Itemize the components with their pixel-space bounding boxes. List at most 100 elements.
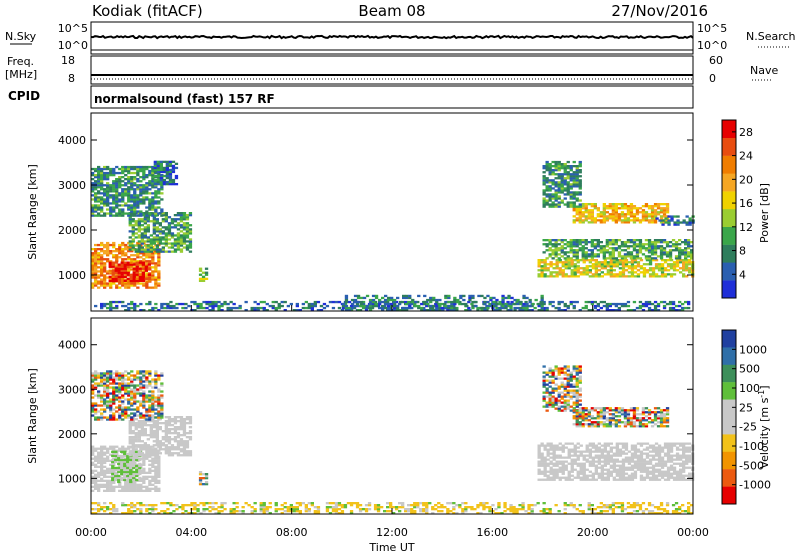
power-cell (97, 178, 101, 181)
power-cell (133, 165, 137, 169)
power-cell (659, 249, 664, 252)
power-cell (179, 248, 184, 251)
power-cell (608, 207, 612, 210)
velocity-cell (106, 392, 110, 395)
power-cell (687, 243, 691, 246)
power-cell (638, 304, 643, 308)
velocity-cell (136, 378, 140, 381)
velocity-cell (97, 510, 101, 513)
power-cell (211, 302, 215, 306)
velocity-cell (132, 478, 136, 482)
velocity-cell (109, 378, 113, 381)
power-cell (563, 177, 567, 180)
power-cell (587, 249, 591, 252)
power-cell (153, 174, 157, 178)
power-cell (621, 273, 626, 276)
power-cell (635, 213, 640, 216)
power-cell (617, 302, 621, 306)
power-cell (117, 273, 121, 276)
velocity-cell (157, 487, 161, 490)
power-cell (127, 188, 131, 191)
velocity-cell (665, 512, 670, 515)
velocity-cell (136, 376, 140, 379)
power-cell (551, 201, 555, 204)
power-cell (678, 255, 682, 258)
power-cell (581, 219, 585, 222)
velocity-cell (136, 408, 140, 411)
velocity-cell (142, 479, 146, 482)
power-cell (657, 275, 662, 278)
power-cell (614, 219, 618, 222)
velocity-cell (97, 465, 101, 468)
power-cell (653, 211, 658, 214)
power-cell (131, 218, 135, 221)
velocity-cell (190, 508, 194, 511)
velocity-cell (100, 465, 104, 468)
velocity-cell (146, 454, 150, 457)
power-cell (168, 160, 173, 163)
velocity-cell (340, 510, 345, 513)
power-cell (636, 269, 641, 272)
power-cell (545, 203, 549, 206)
power-cell (590, 251, 594, 254)
power-cell (136, 171, 140, 175)
velocity-cell (497, 502, 501, 505)
velocity-cell (157, 473, 161, 476)
power-cell (578, 185, 582, 188)
velocity-cell (134, 432, 138, 435)
power-cell (111, 271, 115, 274)
velocity-cell (115, 398, 119, 401)
power-cell (140, 248, 144, 251)
power-cell (100, 202, 104, 205)
velocity-cell (204, 481, 209, 484)
power-cell (590, 257, 594, 260)
velocity-cell (124, 483, 128, 486)
velocity-cell (659, 504, 664, 507)
power-cell (582, 261, 586, 264)
velocity-cell (94, 463, 98, 466)
power-cell (609, 265, 613, 268)
power-cell (91, 190, 95, 193)
power-cell (313, 302, 317, 306)
power-cell (596, 309, 600, 312)
velocity-cell (103, 473, 107, 476)
power-cell (614, 211, 618, 214)
velocity-cell (151, 469, 155, 472)
power-cell (220, 302, 224, 306)
velocity-cell (127, 487, 131, 490)
velocity-cell (100, 447, 104, 450)
velocity-cell (109, 502, 113, 505)
power-cell (91, 260, 95, 263)
power-cell (545, 257, 549, 260)
power-cell (537, 265, 541, 268)
velocity-cell (217, 510, 221, 513)
power-cell (214, 302, 218, 306)
power-cell (624, 261, 629, 264)
velocity-cell (205, 502, 209, 505)
power-cell (606, 271, 610, 274)
power-cell (398, 302, 402, 306)
power-cell (615, 275, 619, 278)
velocity-cell (154, 487, 158, 490)
velocity-cell (158, 440, 162, 443)
power-cell (91, 254, 95, 257)
velocity-cell (136, 489, 140, 492)
velocity-cell (157, 457, 161, 460)
power-cell (97, 256, 101, 259)
velocity-cell (117, 470, 121, 474)
power-cell (578, 187, 582, 190)
power-cell (552, 271, 556, 274)
velocity-cell (176, 436, 181, 439)
velocity-cell (632, 504, 637, 507)
power-cell (648, 261, 653, 264)
velocity-cell (440, 510, 444, 513)
velocity-cell (687, 508, 691, 511)
velocity-cell (148, 471, 152, 474)
power-cell (584, 219, 588, 222)
velocity-cell (154, 481, 158, 484)
power-cell (660, 263, 665, 266)
velocity-cell (100, 394, 104, 397)
power-cell (554, 249, 558, 252)
power-cell (579, 271, 583, 274)
power-cell (97, 182, 101, 185)
